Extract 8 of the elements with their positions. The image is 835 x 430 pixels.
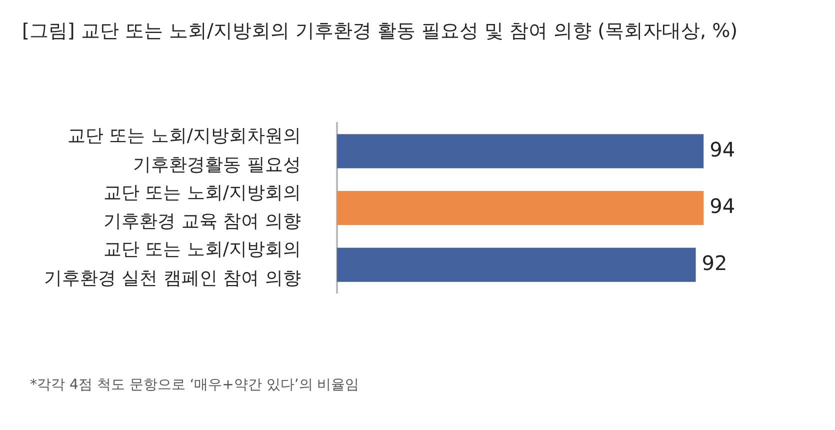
y-tick-label: 교단 또는 노회/지방회의 기후환경 실천 캠페인 참여 의향	[44, 239, 301, 289]
chart-title: [그림] 교단 또는 노회/지방회의 기후환경 활동 필요성 및 참여 의향 (목회자대상, %)	[21, 19, 739, 44]
y-tick-label: 교단 또는 노회/지방회차원의 기후환경활동 필요성	[67, 125, 301, 176]
data-label: 94	[710, 137, 736, 162]
data-label: 94	[710, 194, 736, 218]
text: *각각 4점 척도 문항으로 ‘매우+약간 있다’의 비율임	[29, 376, 360, 394]
data-label: 92	[702, 251, 728, 276]
y-tick-label: 교단 또는 노회/지방회의 기후환경 교육 참여 의향	[103, 182, 301, 232]
